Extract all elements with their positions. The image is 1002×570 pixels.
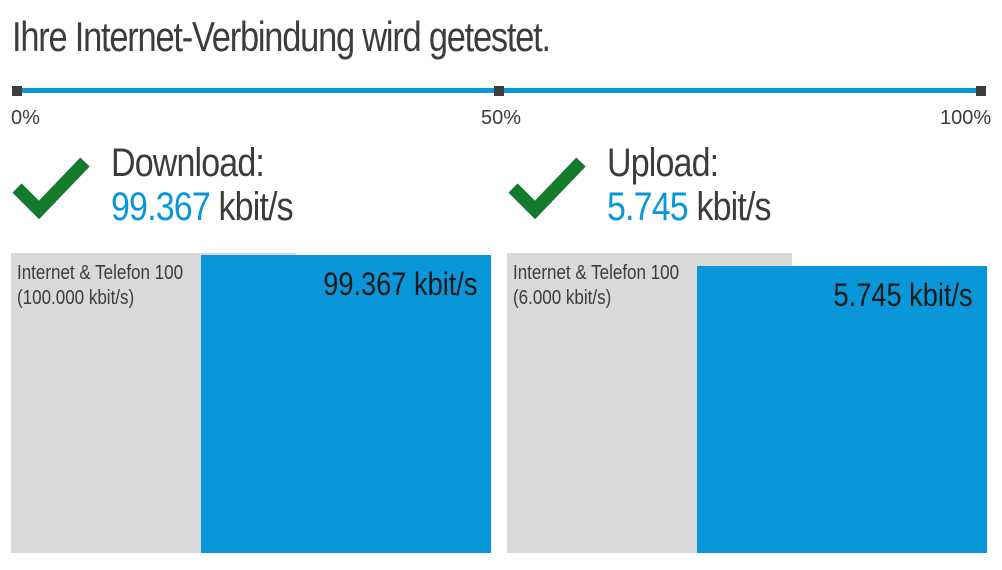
- progress-label-end: 100%: [940, 107, 992, 129]
- download-speed-value: 99.367: [111, 185, 211, 229]
- upload-speed-value: 5.745: [607, 185, 689, 229]
- page-title: Ihre Internet-Verbindung wird getestet.: [12, 13, 551, 60]
- upload-chart: 5.745 kbit/s Internet & Telefon 100 (6.0…: [507, 253, 987, 553]
- upload-speed-unit: kbit/s: [696, 185, 771, 229]
- download-label: Download:: [111, 141, 265, 185]
- test-progress-bar: [12, 86, 986, 96]
- check-icon: [12, 157, 90, 220]
- download-result: Download: 99.367 kbit/s: [11, 140, 491, 240]
- progress-label-start: 0%: [11, 107, 40, 129]
- progress-marker-start: [12, 86, 22, 96]
- upload-label: Upload:: [607, 141, 719, 185]
- upload-measured-label: 5.745 kbit/s: [833, 277, 973, 313]
- upload-tariff-name: Internet & Telefon 100: [513, 262, 680, 284]
- upload-result-value: 5.745 kbit/s: [607, 184, 772, 230]
- check-icon: [508, 157, 586, 220]
- download-result-value: 99.367 kbit/s: [111, 184, 294, 230]
- download-measured-bar: 99.367 kbit/s: [201, 255, 491, 553]
- download-chart: 99.367 kbit/s Internet & Telefon 100 (10…: [11, 253, 491, 553]
- download-speed-unit: kbit/s: [218, 185, 293, 229]
- upload-tariff-speed: (6.000 kbit/s): [513, 287, 612, 309]
- progress-marker-end: [976, 86, 986, 96]
- upload-result: Upload: 5.745 kbit/s: [507, 140, 987, 240]
- upload-measured-bar: 5.745 kbit/s: [697, 266, 987, 553]
- download-measured-label: 99.367 kbit/s: [322, 266, 477, 302]
- download-tariff-name: Internet & Telefon 100: [17, 262, 184, 284]
- progress-marker-middle: [494, 86, 504, 96]
- download-tariff-speed: (100.000 kbit/s): [17, 287, 135, 309]
- progress-label-middle: 50%: [481, 107, 522, 129]
